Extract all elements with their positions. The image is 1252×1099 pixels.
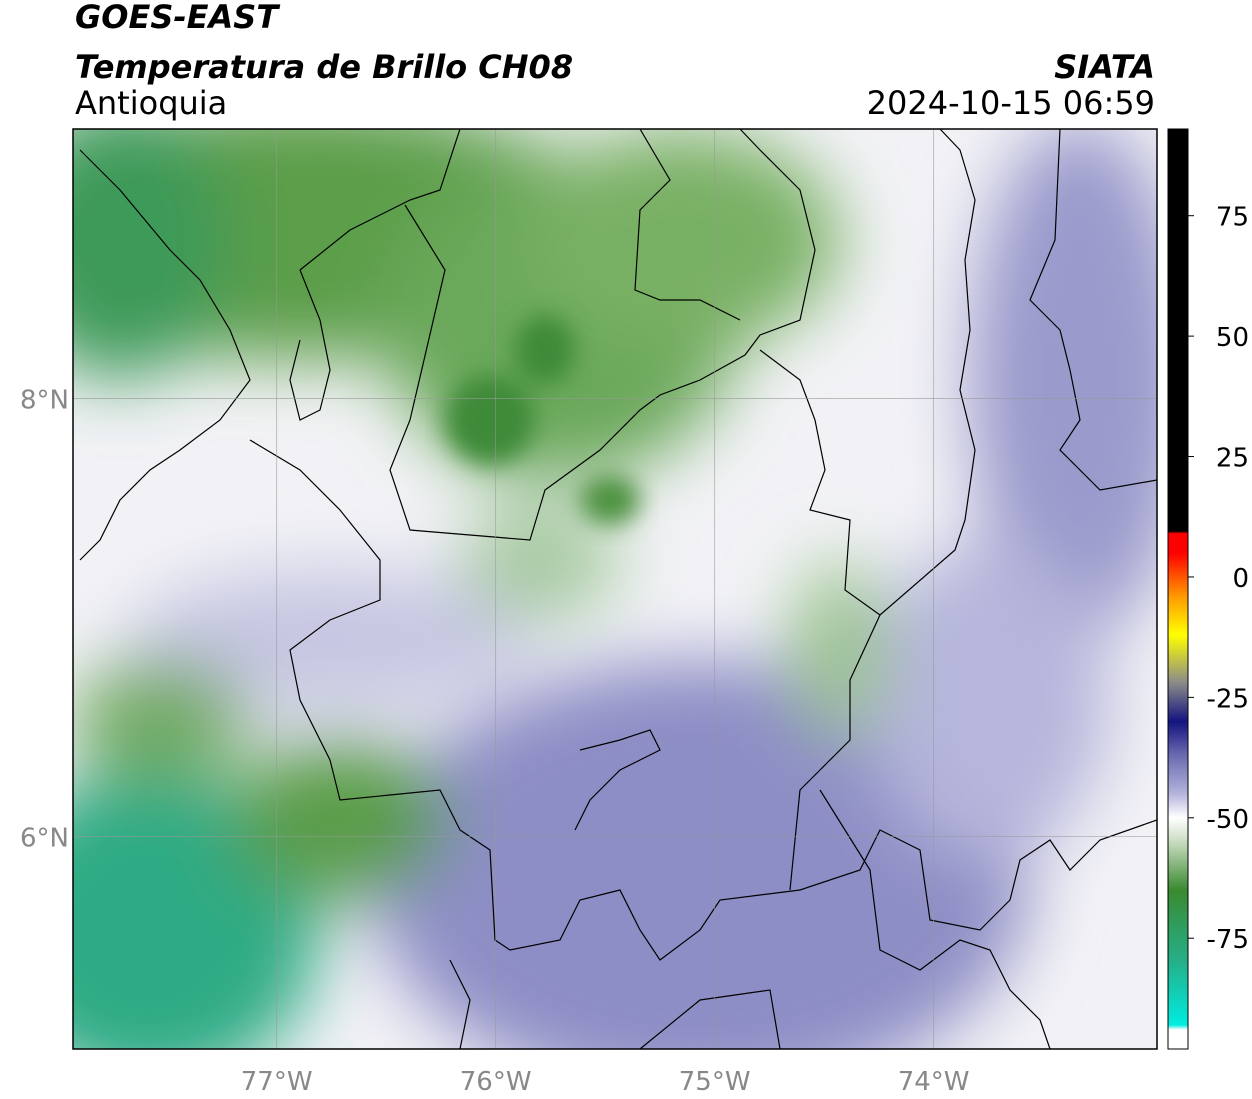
graticule [73,129,1157,1049]
lon-tick-label: 75°W [679,1067,751,1097]
colorbar-tick-label: 75 [1216,203,1249,233]
lon-tick-label: 76°W [460,1067,532,1097]
colorbar-tick-label: 50 [1216,323,1249,353]
map-frame [72,128,1158,1050]
region: Antioquia [75,84,227,122]
lon-tick-label: 74°W [898,1067,970,1097]
colorbar-tick-label: 0 [1232,564,1249,594]
colorbar [1167,128,1189,1050]
lat-tick-label: 8°N [20,385,69,415]
satellite: GOES-EAST [75,0,280,36]
source: SIATA [1054,48,1155,86]
colorbar-tick-label: 25 [1216,444,1249,474]
datetime: 2024-10-15 06:59 [867,84,1155,122]
lat-tick-label: 6°N [20,824,69,854]
map-image [73,129,1157,1049]
lon-tick-label: 77°W [241,1067,313,1097]
colorbar-tick-label: -75 [1207,925,1249,955]
product: Temperatura de Brillo CH08 [75,48,573,86]
colorbar-tick-label: -25 [1207,684,1249,714]
colorbar-tick-label: -50 [1207,805,1249,835]
